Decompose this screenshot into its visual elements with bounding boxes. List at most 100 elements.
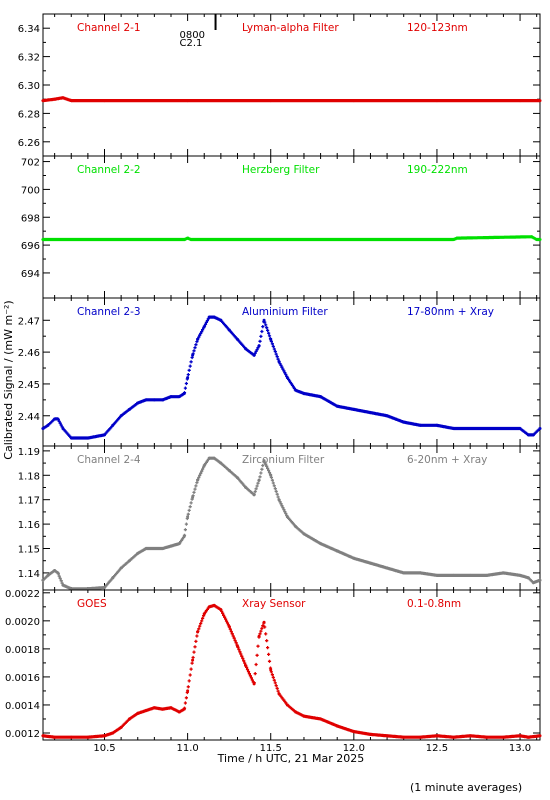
data-point: [227, 328, 231, 332]
data-point: [127, 559, 131, 563]
y-tick-label: 694: [21, 269, 40, 280]
data-point: [402, 735, 406, 739]
panels-layer: 6.26 6.28 6.30 6.32 6.34 Channel 2-1 Lyman-alp…: [5, 13, 542, 741]
data-point: [319, 395, 323, 399]
data-point: [69, 735, 73, 739]
data-point: [402, 571, 406, 575]
panel-label: Xray Sensor: [242, 598, 306, 610]
data-point: [531, 433, 535, 437]
data-point: [335, 724, 339, 728]
data-point: [435, 99, 439, 103]
data-point: [368, 411, 372, 415]
data-point: [144, 709, 148, 713]
data-point: [368, 732, 372, 736]
data-point: [161, 707, 165, 711]
data-point: [518, 734, 522, 738]
y-tick-label: 0.0022: [5, 589, 40, 600]
data-point: [219, 461, 223, 465]
data-point: [202, 325, 206, 329]
data-point: [319, 542, 323, 546]
data-point: [277, 360, 281, 364]
data-point: [538, 99, 542, 103]
data-point: [294, 710, 298, 714]
y-tick-label: 0.0018: [5, 645, 40, 656]
data-point: [244, 347, 248, 351]
data-point: [202, 464, 206, 468]
data-point: [119, 566, 123, 570]
data-point: [219, 318, 223, 322]
data-point: [235, 476, 239, 480]
data-point: [452, 735, 456, 739]
data-point: [127, 407, 131, 411]
x-tick-label: 11.0: [176, 743, 198, 754]
data-point: [144, 547, 148, 551]
panel-label: Aluminium Filter: [242, 306, 328, 318]
y-tick-label: 2.44: [18, 412, 40, 423]
data-point: [257, 344, 261, 348]
data-point: [53, 97, 57, 101]
data-point: [285, 376, 289, 380]
data-point: [136, 711, 140, 715]
data-point: [161, 547, 165, 551]
data-point: [152, 398, 156, 402]
data-point: [501, 571, 505, 575]
data-point: [196, 478, 200, 482]
data-point: [385, 566, 389, 570]
panel-label: Channel 2-1: [77, 22, 141, 34]
data-point: [418, 735, 422, 739]
event-label-bottom: C2.1: [180, 38, 203, 49]
data-point: [352, 407, 356, 411]
x-axis-label: Time / h UTC, 21 Mar 2025: [217, 752, 365, 765]
data-point: [277, 498, 281, 502]
data-point: [196, 337, 200, 341]
data-point: [452, 573, 456, 577]
data-point: [41, 99, 45, 103]
panel-label: 190-222nm: [407, 164, 468, 176]
y-tick-label: 1.16: [18, 520, 40, 531]
data-point: [103, 238, 107, 242]
y-tick-label: 6.28: [18, 109, 40, 120]
data-point: [56, 571, 60, 575]
y-tick-label: 0.0020: [5, 617, 40, 628]
data-point: [468, 573, 472, 577]
data-point: [402, 420, 406, 424]
y-tick-label: 698: [21, 213, 40, 224]
panel-label: Channel 2-3: [77, 306, 141, 318]
data-point: [227, 624, 231, 628]
data-point: [518, 426, 522, 430]
data-point: [46, 573, 50, 577]
data-point: [235, 337, 239, 341]
data-point: [191, 495, 195, 499]
data-point: [262, 459, 266, 463]
data-point: [111, 576, 115, 580]
data-point: [319, 717, 323, 721]
data-point: [269, 473, 273, 477]
data-point: [53, 735, 57, 739]
y-tick-label: 2.45: [18, 380, 40, 391]
data-point: [538, 238, 542, 242]
data-point: [526, 735, 530, 739]
data-point: [277, 692, 281, 696]
y-tick-label: 0.0014: [5, 701, 40, 712]
y-tick-label: 1.19: [18, 447, 40, 458]
data-point: [294, 388, 298, 392]
data-point: [501, 735, 505, 739]
panel-ch2-2: 694 696 698 700 702 Channel 2-2 Herzberg Filte…: [21, 155, 542, 299]
panel-label: 0.1-0.8nm: [407, 598, 461, 610]
y-tick-label: 1.15: [18, 545, 40, 556]
data-point: [127, 717, 131, 721]
panel-goes: 0.0012 0.0014 0.0016 0.0018 0.0020 0.0022 GOES…: [5, 589, 542, 741]
panel-label: Zirconium Filter: [242, 454, 325, 466]
panel-label: 120-123nm: [407, 22, 468, 34]
data-point: [468, 426, 472, 430]
data-point: [196, 630, 200, 634]
event-label-top: 0800: [180, 30, 205, 41]
data-point: [538, 578, 542, 582]
data-point: [69, 99, 73, 103]
data-point: [207, 315, 211, 319]
x-tick-label: 10.5: [93, 743, 115, 754]
data-point: [202, 612, 206, 616]
data-point: [152, 547, 156, 551]
data-point: [252, 493, 256, 497]
